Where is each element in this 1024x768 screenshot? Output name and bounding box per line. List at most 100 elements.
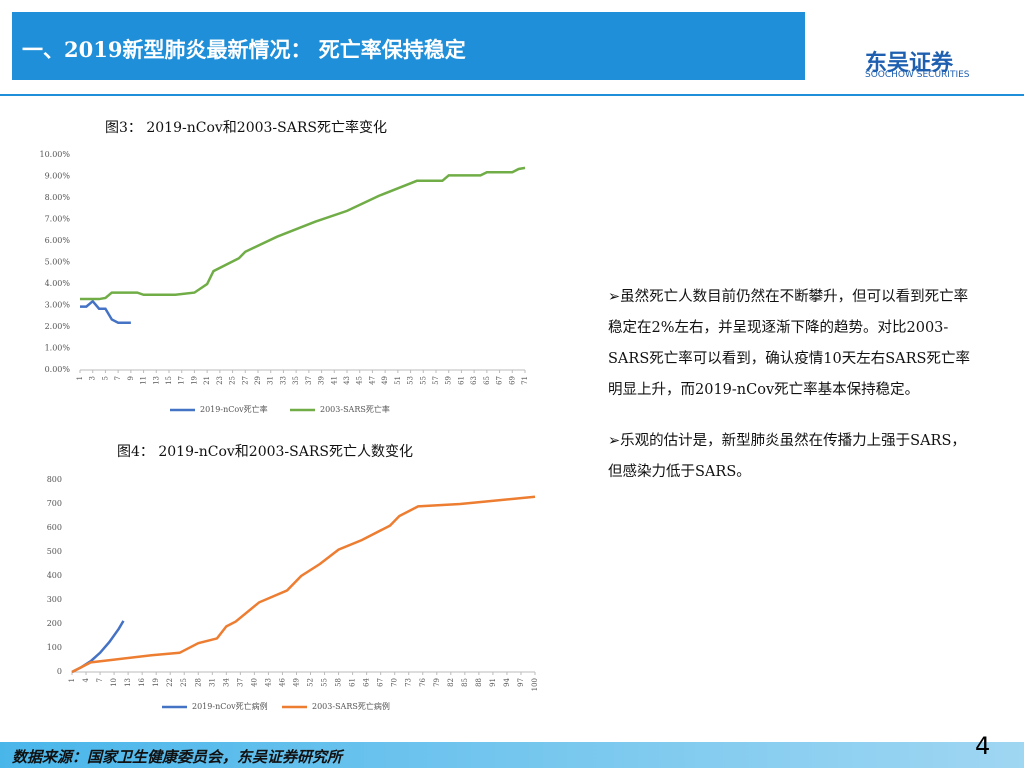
x-tick-label: 7: [114, 376, 122, 380]
line: [80, 166, 526, 301]
x-tick-label: 13: [124, 678, 132, 687]
x-tick-label: 15: [165, 376, 173, 385]
x-tick-label: 64: [363, 677, 371, 686]
x-tick-label: 73: [405, 678, 413, 687]
x-tick-label: 100: [531, 678, 539, 691]
x-tick-label: 58: [335, 678, 343, 687]
x-tick-label: 40: [250, 678, 258, 687]
x-tick-label: 61: [349, 678, 357, 687]
y-tick-label: 100: [47, 643, 62, 652]
x-tick-label: 46: [278, 677, 286, 686]
x-tick-label: 21: [203, 376, 211, 385]
bullet: ➢乐观的估计是，新型肺炎虽然在传播力上强于SARS，但感染力低于SARS。: [608, 433, 966, 480]
bullets: ➢虽然死亡人数目前仍然在不断攀升，但可以看到死亡率稳定在2%左右，并呈现逐渐下降…: [608, 282, 980, 508]
x-tick-label: 39: [318, 376, 326, 385]
x-tick-label: 1: [68, 678, 76, 682]
y-tick-label: 1.00%: [45, 344, 71, 353]
logo-sub: SOOCHOW SECURITIES: [865, 70, 970, 80]
x-tick-label: 94: [503, 677, 511, 686]
header-bar: [12, 12, 805, 80]
x-tick-label: 97: [517, 678, 525, 687]
x-tick-label: 37: [236, 678, 244, 687]
y-tick-label: 200: [47, 619, 62, 628]
rule: [0, 94, 1024, 96]
bullet: ➢虽然死亡人数目前仍然在不断攀升，但可以看到死亡率稳定在2%左右，并呈现逐渐下降…: [608, 289, 970, 398]
x-tick-label: 47: [368, 376, 376, 385]
x-tick-label: 67: [496, 376, 504, 385]
x-tick-label: 17: [178, 376, 186, 385]
y-tick-label: 3.00%: [45, 301, 71, 310]
x-tick-label: 71: [521, 376, 529, 385]
x-tick-label: 28: [194, 678, 202, 687]
x-tick-label: 57: [432, 376, 440, 385]
y-tick-label: 800: [47, 475, 62, 484]
x-tick-label: 1: [76, 376, 84, 380]
x-tick-label: 10: [110, 678, 118, 687]
x-tick-label: 63: [470, 376, 478, 385]
y-tick-label: 8.00%: [45, 193, 71, 202]
x-tick-label: 33: [279, 376, 287, 385]
y-tick-label: 400: [47, 571, 62, 580]
x-tick-label: 85: [461, 678, 469, 687]
line: [80, 299, 131, 324]
x-tick-label: 25: [229, 376, 237, 385]
x-tick-label: 43: [264, 678, 272, 687]
x-tick-label: 19: [152, 678, 160, 687]
x-tick-label: 31: [208, 678, 216, 687]
x-tick-label: 19: [190, 376, 198, 385]
x-tick-label: 23: [216, 376, 224, 385]
logo: 东吴证券: [865, 51, 954, 76]
x-tick-label: 22: [166, 678, 174, 687]
y-tick-label: 700: [47, 499, 62, 508]
x-tick-label: 41: [330, 376, 338, 385]
chart-title: 图4： 2019-nCov和2003-SARS死亡人数变化: [117, 444, 413, 460]
x-tick-label: 9: [127, 376, 135, 380]
x-tick-label: 5: [101, 376, 109, 380]
legend-label: 2003-SARS死亡率: [320, 404, 390, 414]
x-tick-label: 59: [445, 376, 453, 385]
x-tick-label: 67: [377, 678, 385, 687]
chart-title: 图3： 2019-nCov和2003-SARS死亡率变化: [105, 119, 387, 136]
x-tick-label: 7: [96, 678, 104, 682]
y-tick-label: 5.00%: [45, 258, 71, 267]
x-tick-label: 51: [394, 376, 402, 385]
y-tick-label: 300: [47, 595, 62, 604]
page-number: 4: [975, 732, 991, 760]
x-tick-label: 4: [82, 677, 90, 682]
x-tick-label: 27: [241, 376, 249, 385]
line: [71, 620, 125, 674]
y-tick-label: 10.00%: [39, 150, 70, 159]
legend-label: 2019-nCov死亡病例: [192, 701, 268, 711]
x-tick-label: 55: [321, 678, 329, 687]
slide-title: 一、2019新型肺炎最新情况： 死亡率保持稳定: [22, 37, 466, 62]
x-tick-label: 82: [447, 678, 455, 687]
x-tick-label: 65: [483, 376, 491, 385]
x-tick-label: 61: [457, 376, 465, 385]
x-tick-label: 31: [267, 376, 275, 385]
source: 数据来源：国家卫生健康委员会，东吴证券研究所: [12, 748, 343, 766]
y-tick-label: 9.00%: [45, 172, 71, 181]
x-tick-label: 34: [222, 677, 230, 686]
x-tick-label: 11: [140, 376, 148, 385]
y-tick-label: 2.00%: [45, 322, 71, 331]
legend-label: 2019-nCov死亡率: [200, 404, 268, 414]
x-tick-label: 45: [356, 376, 364, 385]
y-tick-label: 7.00%: [45, 215, 71, 224]
y-tick-label: 0: [57, 667, 62, 676]
x-tick-label: 43: [343, 376, 351, 385]
x-tick-label: 25: [180, 678, 188, 687]
y-tick-label: 0.00%: [45, 365, 71, 374]
y-tick-label: 500: [47, 547, 62, 556]
x-tick-label: 3: [89, 376, 97, 380]
x-tick-label: 70: [391, 678, 399, 687]
x-tick-label: 55: [419, 376, 427, 385]
x-tick-label: 88: [475, 678, 483, 687]
x-tick-label: 35: [292, 376, 300, 385]
line: [71, 495, 536, 674]
x-tick-label: 52: [307, 678, 315, 687]
x-tick-label: 49: [381, 376, 389, 385]
x-tick-label: 16: [138, 677, 146, 686]
y-tick-label: 6.00%: [45, 236, 71, 245]
x-tick-label: 79: [433, 678, 441, 687]
